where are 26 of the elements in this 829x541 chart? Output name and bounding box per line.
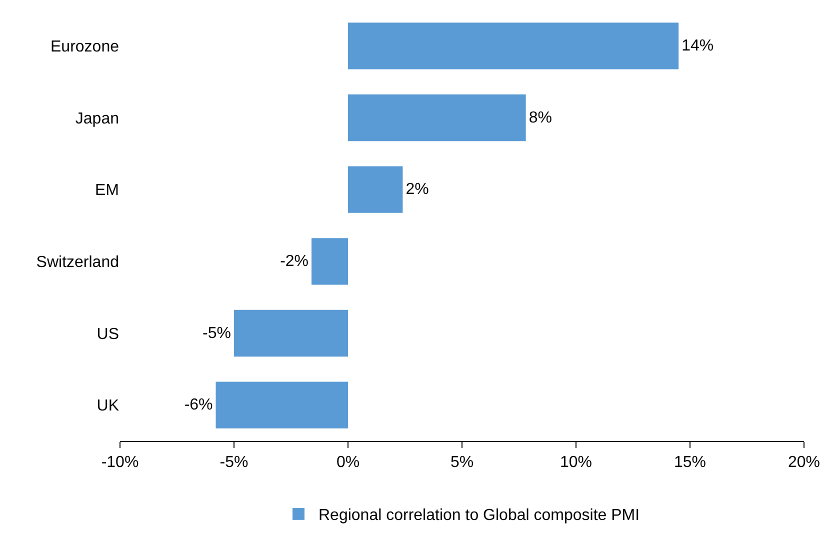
legend-label: Regional correlation to Global composite PMI [318, 507, 640, 524]
y-tick-label: Eurozone [50, 38, 120, 56]
data-label: 8% [528, 109, 552, 126]
data-label: -2% [280, 252, 309, 270]
y-tick-label: EM [95, 182, 119, 200]
x-tick-label: 15% [674, 454, 706, 472]
data-label: -6% [184, 396, 213, 414]
bar [234, 310, 348, 357]
x-tick-label: 0% [336, 454, 360, 472]
bar [348, 166, 403, 213]
bar [348, 22, 679, 70]
bar [216, 382, 348, 428]
x-tick-label: 10% [560, 454, 592, 472]
y-tick-label: US [96, 326, 119, 343]
x-tick-label: 20% [788, 454, 820, 472]
y-tick-label: Japan [75, 110, 119, 128]
x-tick-label: 5% [450, 454, 474, 472]
data-label: -5% [202, 324, 231, 342]
y-tick-label: Switzerland [36, 254, 119, 272]
y-tick-label: UK [96, 398, 120, 415]
bar [312, 238, 348, 285]
bar [348, 94, 526, 142]
x-tick-label: -10% [101, 454, 139, 472]
data-label: 14% [682, 37, 714, 54]
data-label: 2% [406, 181, 429, 198]
x-tick-label: -5% [220, 454, 248, 472]
